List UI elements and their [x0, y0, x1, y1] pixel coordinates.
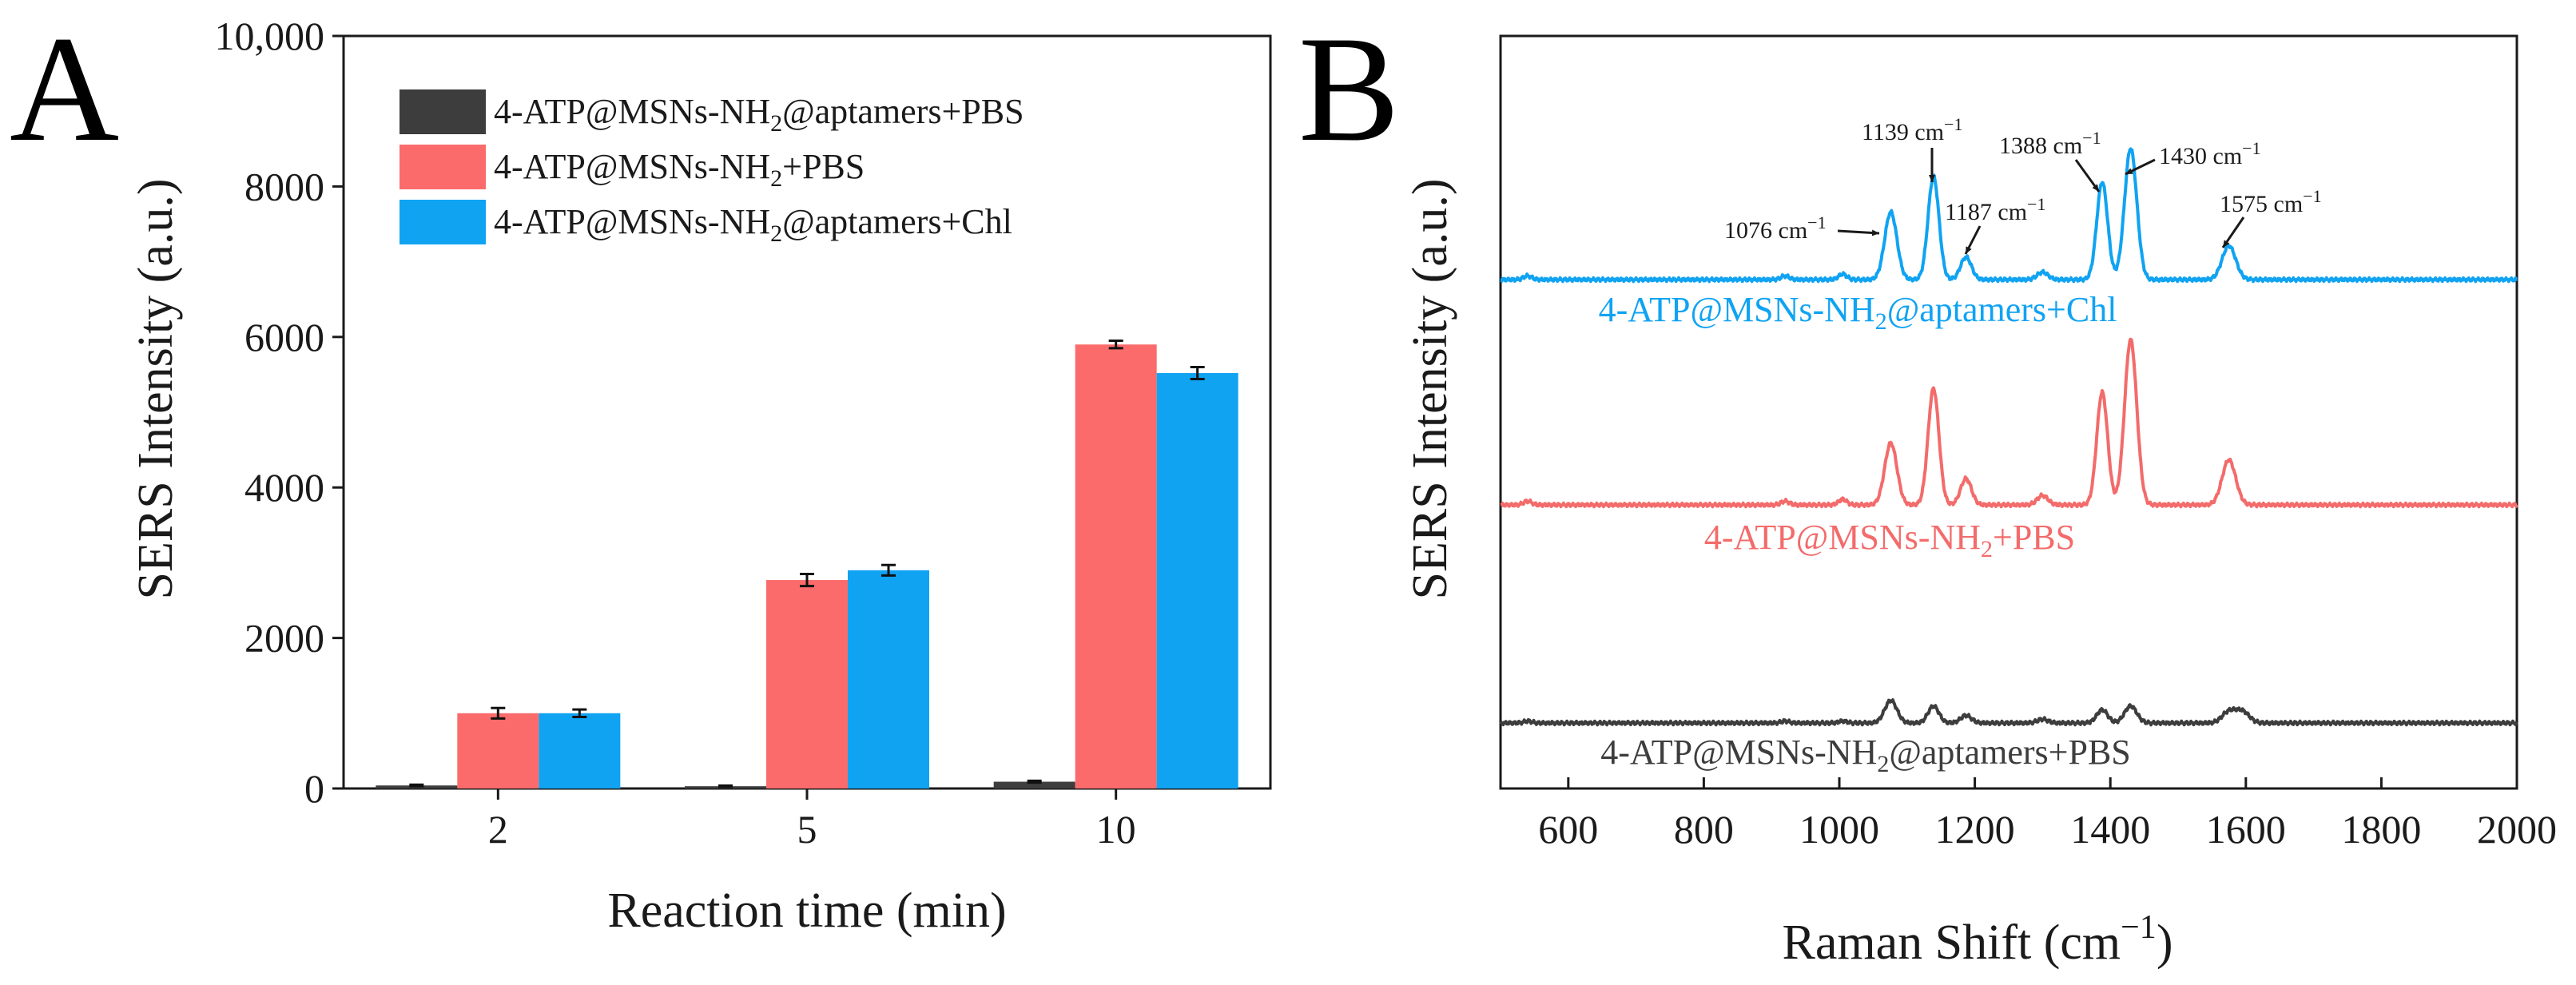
- spectrum-line: [1499, 147, 2518, 284]
- y-tick-label: 0: [304, 766, 324, 811]
- peak-arrow-1076: [1837, 229, 1880, 236]
- bar: [539, 713, 621, 788]
- spectrum-line: [1499, 698, 2518, 727]
- peak-arrow-1430: [2125, 158, 2156, 176]
- panel-b-x-axis-title: Raman Shift (cm−1): [1783, 909, 2173, 970]
- panel-a-letter: A: [10, 6, 119, 173]
- y-tick-label: 10,000: [215, 14, 325, 58]
- spectrum-line: [1499, 337, 2518, 509]
- trace-label-aptamers-pbs: 4-ATP@MSNs-NH2@aptamers+PBS: [1600, 733, 2131, 777]
- trace-label-pbs: 4-ATP@MSNs-NH2+PBS: [1704, 518, 2075, 562]
- x-tick-label: 1000: [1799, 807, 1879, 852]
- bar: [848, 570, 929, 788]
- bar: [1075, 344, 1157, 789]
- legend-label-blue: 4-ATP@MSNs-NH2@aptamers+Chl: [494, 202, 1012, 247]
- x-tick-label: 2: [488, 807, 508, 852]
- bar: [1156, 373, 1238, 788]
- legend-label-red: 4-ATP@MSNs-NH2+PBS: [494, 147, 865, 192]
- trace-label-chl: 4-ATP@MSNs-NH2@aptamers+Chl: [1599, 290, 2117, 335]
- peak-annotations: 1076 cm−1 1139 cm−1 1187 cm−1 1388 cm−1 …: [1724, 114, 2322, 255]
- peak-annotation-1076: 1076 cm−1: [1724, 212, 1827, 244]
- panel-a-legend: 4-ATP@MSNs-NH2@aptamers+PBS 4-ATP@MSNs-N…: [400, 89, 1024, 247]
- peak-arrow-1575: [2221, 216, 2245, 248]
- legend-swatch-dark: [400, 89, 486, 134]
- x-tick-label: 10: [1096, 807, 1136, 852]
- panel-b-letter: B: [1298, 6, 1400, 173]
- x-tick-label: 800: [1674, 807, 1734, 852]
- x-tick-label: 1800: [2341, 807, 2421, 852]
- x-tick-label: 5: [797, 807, 817, 852]
- peak-annotation-1575: 1575 cm−1: [2220, 186, 2322, 217]
- x-tick-label: 2000: [2477, 807, 2557, 852]
- legend-swatch-blue: [400, 200, 486, 244]
- y-tick-label: 4000: [244, 465, 324, 510]
- bar: [457, 713, 539, 788]
- bar: [993, 781, 1075, 788]
- y-tick-label: 8000: [244, 164, 324, 209]
- panel-b-y-axis-title: SERS Intensity (a.u.): [1403, 179, 1457, 600]
- x-tick-label: 1400: [2070, 807, 2150, 852]
- x-tick-label: 1200: [1935, 807, 2015, 852]
- peak-arrow-1187: [1964, 225, 1982, 255]
- panel-a-x-axis-title: Reaction time (min): [607, 884, 1006, 938]
- y-tick-label: 6000: [244, 315, 324, 359]
- bar: [766, 580, 848, 788]
- peak-annotation-1430: 1430 cm−1: [2159, 138, 2261, 169]
- x-tick-label: 600: [1538, 807, 1598, 852]
- peak-annotation-1388: 1388 cm−1: [1999, 128, 2101, 159]
- peak-annotation-1139: 1139 cm−1: [1862, 114, 1962, 145]
- panel-b-axes-frame: [1499, 34, 2518, 790]
- y-tick-label: 2000: [244, 616, 324, 661]
- peak-annotation-1187: 1187 cm−1: [1945, 194, 2045, 225]
- legend-swatch-red: [400, 145, 486, 189]
- panel-a-y-axis-title: SERS Intensity (a.u.): [129, 179, 183, 600]
- x-tick-label: 1600: [2206, 807, 2286, 852]
- panel-b-plot: 600 800 1000 1200 1400 1600 1800 2000: [1499, 34, 2557, 852]
- peak-arrow-1388: [2074, 159, 2101, 193]
- panel-a-plot: 0 2000 4000 6000 8000 10,000 2 5 10: [215, 14, 1272, 852]
- legend-label-dark: 4-ATP@MSNs-NH2@aptamers+PBS: [494, 92, 1024, 137]
